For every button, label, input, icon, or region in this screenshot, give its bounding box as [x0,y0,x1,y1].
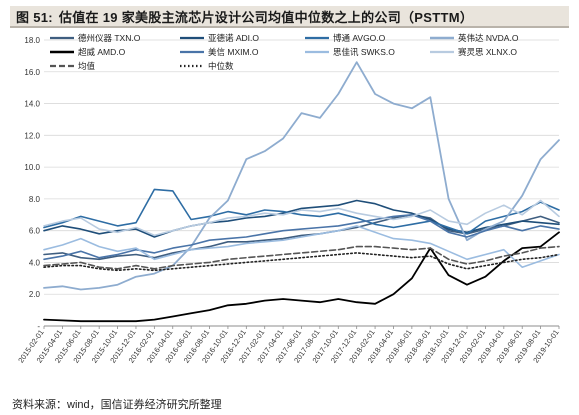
y-tick-label: 10.0 [24,163,40,172]
legend-label: 英伟达 NVDA.O [458,33,519,43]
y-tick-label: - [37,322,40,331]
chart-container: -2.0 4.0 6.0 8.0 10.0 12.0 14.0 16.0 18.0 2015-02… [10,30,569,392]
y-tick-label: 12.0 [24,131,40,140]
legend-label: 美信 MXIM.O [208,47,259,57]
source-note: 资料来源：wind，国信证券经济研究所整理 [12,399,222,411]
legend-label: 德州仪器 TXN.O [78,33,141,43]
legend-label: 博通 AVGO.O [333,33,386,43]
figure-title: 估值在 19 家美股主流芯片设计公司均值中位数之上的公司（PSTTM） [58,9,474,25]
series-line [43,214,560,261]
legend-label: 超威 AMD.O [78,47,126,57]
series-line [43,61,560,291]
y-tick-label: 14.0 [24,100,40,109]
legend-label: 中位数 [208,61,234,71]
series-line [43,199,560,237]
y-tick-label: 16.0 [24,68,40,77]
legend-label: 亚德诺 ADI.O [208,33,259,43]
grid-layer [44,39,559,327]
series-line [43,231,560,323]
axis-layer: -2.04.06.08.010.012.014.016.018.02015-02… [16,36,560,365]
series-line [43,225,560,268]
series-line [43,245,560,270]
y-tick-label: 2.0 [29,290,41,299]
figure-title-bar: 图 51: 估值在 19 家美股主流芯片设计公司均值中位数之上的公司（PSTTM… [10,6,569,28]
series-line [43,214,560,261]
figure-number: 图 51: [16,9,53,25]
y-tick-label: 18.0 [24,36,40,45]
legend-label: 均值 [78,61,96,71]
line-chart: -2.04.06.08.010.012.014.016.018.02015-02… [16,33,560,365]
y-tick-label: 8.0 [29,195,41,204]
legend: 德州仪器 TXN.O 亚德诺 ADI.O 博通 AVGO.O 英伟达 NVDA.O 超威… [50,33,519,71]
legend-label: 思佳讯 SWKS.O [333,47,395,57]
series-line [43,252,560,272]
y-tick-label: 4.0 [29,258,41,267]
y-tick-label: 6.0 [29,227,41,236]
series-layer [43,61,560,323]
legend-label: 赛灵思 XLNX.O [458,47,517,57]
series-line [43,188,560,235]
